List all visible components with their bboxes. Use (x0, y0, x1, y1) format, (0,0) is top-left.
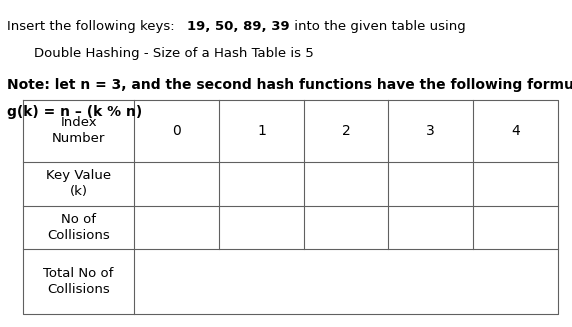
Text: 0: 0 (172, 124, 181, 138)
Text: Note: let n = 3, and the second hash functions have the following formula:: Note: let n = 3, and the second hash fun… (7, 78, 572, 93)
Text: g(k) = n – (k % n): g(k) = n – (k % n) (7, 105, 142, 119)
Text: into the given table using: into the given table using (290, 20, 466, 33)
Text: Insert the following keys:: Insert the following keys: (7, 20, 187, 33)
Text: Index
Number: Index Number (52, 116, 105, 145)
Text: Key Value
(k): Key Value (k) (46, 169, 111, 198)
Text: No of
Collisions: No of Collisions (47, 213, 110, 242)
Text: 19, 50, 89, 39: 19, 50, 89, 39 (187, 20, 290, 33)
Text: Double Hashing - Size of a Hash Table is 5: Double Hashing - Size of a Hash Table is… (34, 47, 314, 60)
Text: 4: 4 (511, 124, 520, 138)
Text: 1: 1 (257, 124, 266, 138)
Text: 3: 3 (426, 124, 435, 138)
Text: 2: 2 (341, 124, 351, 138)
Text: Total No of
Collisions: Total No of Collisions (43, 267, 114, 296)
